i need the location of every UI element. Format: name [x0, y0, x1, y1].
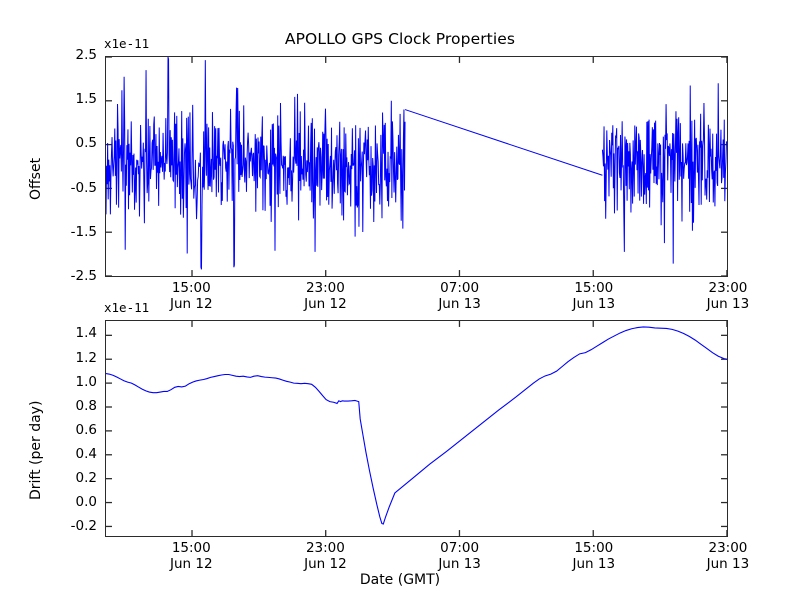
y-tick-label: 0.2	[75, 470, 97, 487]
chart-title: APOLLO GPS Clock Properties	[284, 30, 516, 48]
x-tick-label: 07:00 Jun 13	[438, 540, 481, 572]
y-tick-label: -0.2	[70, 518, 97, 535]
tick-marks	[106, 321, 727, 536]
y-tick-label: -0.5	[70, 179, 97, 196]
drift-exponent-label: x1e-11	[104, 300, 150, 315]
drift-line	[106, 326, 727, 525]
y-tick-label: 0.0	[75, 494, 97, 511]
x-tick-label: 07:00 Jun 13	[438, 280, 481, 312]
offset-gap-interpolation-line	[404, 109, 603, 176]
drift-plot-area	[105, 320, 728, 537]
y-tick-label: 0.8	[75, 397, 97, 414]
offset-plot-area	[105, 56, 728, 277]
x-tick-label: 23:00 Jun 12	[304, 280, 347, 312]
x-tick-label: 15:00 Jun 12	[169, 540, 213, 572]
y-tick-label: 1.0	[75, 373, 97, 390]
drift-x-axis-label: Date (GMT)	[359, 572, 441, 588]
y-tick-label: 1.4	[75, 325, 97, 342]
x-tick-label: 15:00 Jun 13	[572, 280, 616, 312]
x-tick-label: 23:00 Jun 13	[706, 280, 750, 312]
x-tick-label: 23:00 Jun 13	[706, 540, 750, 572]
offset-line	[106, 57, 406, 270]
offset-line	[601, 83, 727, 264]
y-tick-label: 1.5	[75, 91, 97, 108]
offset-exponent-label: x1e-11	[104, 36, 150, 51]
x-tick-label: 15:00 Jun 13	[572, 540, 616, 572]
y-tick-label: -1.5	[70, 223, 97, 240]
y-tick-label: 0.5	[75, 135, 97, 152]
y-tick-label: 2.5	[75, 47, 97, 63]
offset-series-svg	[106, 57, 727, 276]
x-tick-label: 15:00 Jun 12	[169, 280, 213, 312]
drift-series-svg	[106, 321, 727, 536]
y-tick-label: -2.5	[70, 268, 97, 284]
y-tick-label: 0.4	[75, 446, 97, 463]
y-tick-label: 1.2	[75, 349, 97, 366]
x-tick-label: 23:00 Jun 12	[304, 540, 347, 572]
y-tick-label: 0.6	[75, 421, 97, 438]
